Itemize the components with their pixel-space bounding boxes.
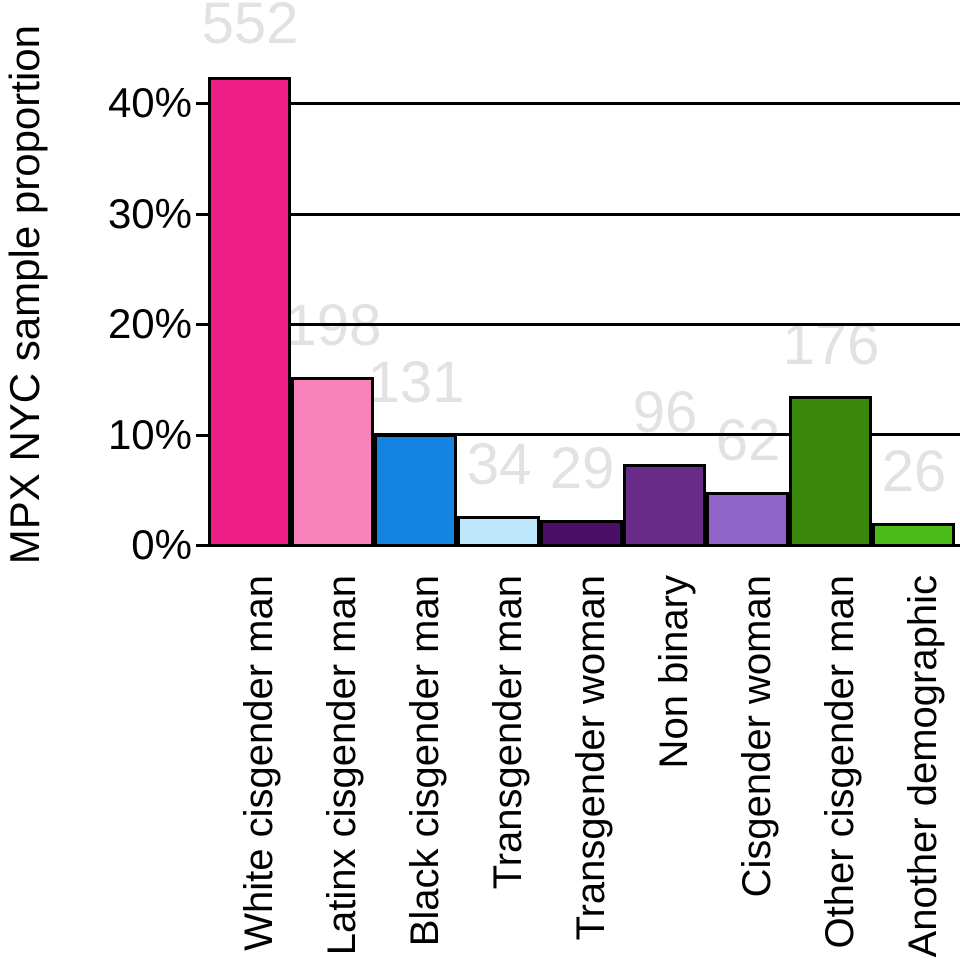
bar-count-label: 26	[881, 439, 947, 504]
bar-count-label: 29	[549, 436, 615, 501]
x-tick-label: White cisgender man	[237, 575, 281, 951]
x-tick-label: Latinx cisgender man	[320, 575, 364, 956]
x-tick-label: Transgender woman	[569, 575, 613, 941]
bar-count-label: 131	[367, 350, 465, 415]
x-tick-label: Black cisgender man	[403, 575, 447, 947]
x-tick-label: Another demographic	[901, 575, 945, 958]
bar-other-cisgender-man	[789, 396, 872, 547]
bar-count-label: 96	[632, 380, 698, 445]
x-tick-label: Non binary	[652, 575, 696, 769]
bar-transgender-woman	[540, 520, 623, 547]
gridline-30pct	[208, 213, 960, 216]
bar-count-label: 62	[715, 408, 781, 473]
x-tick-label: Cisgender woman	[735, 575, 779, 898]
gridline-10pct	[208, 433, 960, 436]
y-tick-label: 40%	[107, 79, 192, 126]
bar-black-cisgender-man	[374, 434, 457, 547]
bar-latinx-cisgender-man	[291, 377, 374, 547]
y-tick-mark	[196, 434, 208, 437]
bar-non-binary	[623, 464, 706, 547]
x-tick-label: Transgender man	[486, 575, 530, 890]
x-tick-label: Other cisgender man	[818, 575, 862, 949]
bar-white-cisgender-man	[208, 77, 291, 547]
y-axis-title: MPX NYC sample proportion	[1, 25, 48, 565]
y-tick-label: 20%	[107, 300, 192, 347]
gridline-40pct	[208, 102, 960, 105]
bar-count-label: 552	[201, 0, 299, 56]
y-tick-mark	[196, 102, 208, 105]
y-tick-label: 30%	[107, 190, 192, 237]
bar-cisgender-woman	[706, 492, 789, 547]
bar-transgender-man	[457, 516, 540, 547]
y-tick-mark	[196, 544, 208, 547]
y-tick-label: 0%	[131, 521, 192, 568]
x-axis-line	[197, 544, 960, 547]
bar-count-label: 34	[466, 432, 532, 497]
y-tick-label: 10%	[107, 411, 192, 458]
y-tick-mark	[196, 213, 208, 216]
y-tick-mark	[196, 323, 208, 326]
gridline-20pct	[208, 323, 960, 326]
